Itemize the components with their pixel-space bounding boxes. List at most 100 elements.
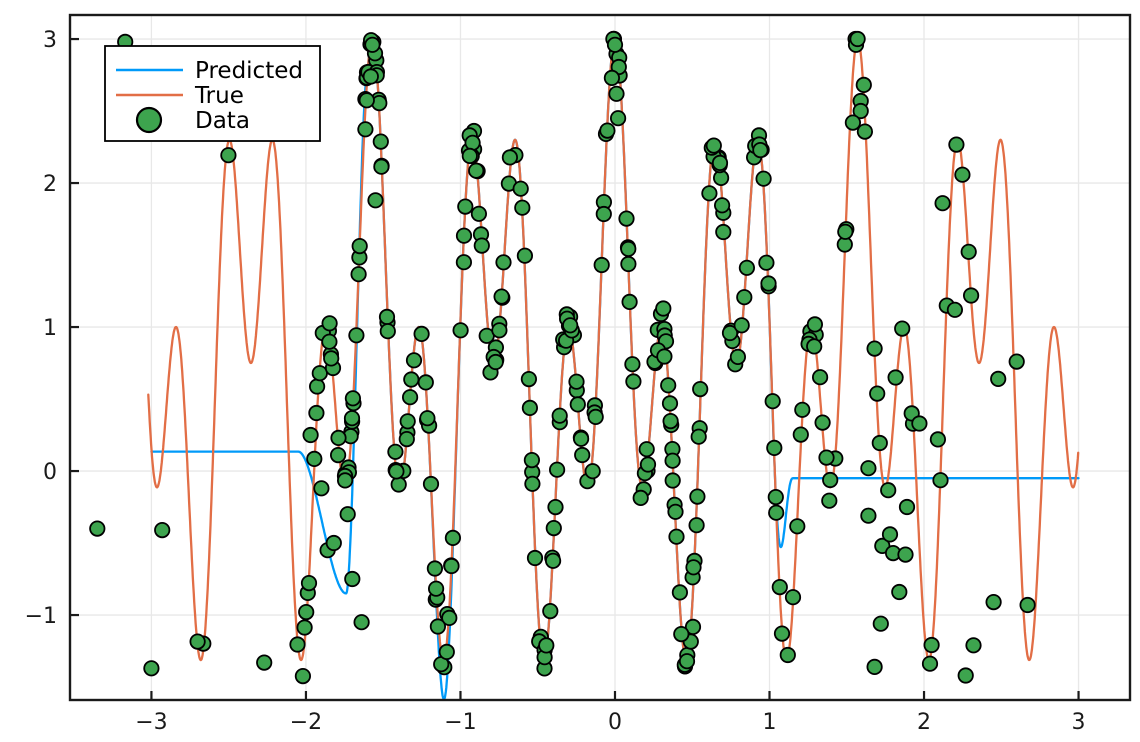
data-point xyxy=(690,428,707,445)
data-point xyxy=(189,633,206,650)
data-point xyxy=(1008,353,1025,370)
data-point xyxy=(455,254,472,271)
data-point xyxy=(514,199,531,216)
data-point xyxy=(624,356,641,373)
data-point xyxy=(660,377,677,394)
data-point xyxy=(656,348,673,365)
data-point xyxy=(789,518,806,535)
data-point xyxy=(387,443,404,460)
data-point xyxy=(441,609,458,627)
data-point xyxy=(689,488,706,505)
data-point xyxy=(821,492,838,509)
data-point xyxy=(668,528,685,545)
data-point xyxy=(887,369,904,386)
data-point xyxy=(764,393,781,410)
data-point xyxy=(792,426,809,443)
data-point xyxy=(501,149,518,166)
data-point xyxy=(289,636,306,653)
data-point xyxy=(438,643,455,661)
data-point xyxy=(593,256,610,274)
y-tick-label: 3 xyxy=(43,28,57,53)
data-point xyxy=(357,121,374,138)
data-point xyxy=(524,475,541,492)
data-point xyxy=(599,122,616,139)
data-point xyxy=(461,147,478,164)
data-point xyxy=(405,352,423,369)
data-point xyxy=(811,369,829,386)
legend-marker-sample xyxy=(135,106,163,134)
data-point xyxy=(373,158,390,175)
data-point xyxy=(860,507,877,524)
x-tick-label: 2 xyxy=(917,710,931,735)
data-point xyxy=(444,529,461,547)
data-point xyxy=(872,615,889,632)
data-point xyxy=(729,348,747,365)
data-point xyxy=(330,429,347,446)
data-point xyxy=(473,237,490,254)
data-point xyxy=(844,114,862,131)
data-point xyxy=(362,68,379,85)
data-point xyxy=(364,36,381,53)
data-point xyxy=(852,102,869,120)
data-point xyxy=(426,560,443,577)
data-point xyxy=(344,390,361,407)
data-point xyxy=(608,85,625,102)
data-point xyxy=(664,472,681,489)
data-point xyxy=(542,602,559,620)
data-point xyxy=(752,142,769,159)
data-point xyxy=(736,289,753,306)
data-point xyxy=(715,223,732,241)
data-point xyxy=(443,557,460,575)
data-point xyxy=(894,320,911,337)
data-point xyxy=(871,434,888,452)
data-point xyxy=(673,625,690,643)
data-point xyxy=(521,399,539,416)
data-point xyxy=(308,378,326,395)
data-point xyxy=(632,489,649,506)
data-point xyxy=(321,315,338,332)
data-point xyxy=(379,323,396,340)
data-point xyxy=(711,154,729,171)
data-point xyxy=(372,133,389,150)
data-point xyxy=(220,147,237,164)
data-point xyxy=(491,322,508,339)
x-tick-label: 0 xyxy=(608,710,622,735)
data-point xyxy=(399,413,416,430)
data-point xyxy=(897,546,914,563)
data-point xyxy=(767,488,784,506)
data-point xyxy=(755,170,772,187)
data-point xyxy=(308,404,325,422)
legend-label: Predicted xyxy=(195,58,303,84)
data-point xyxy=(609,110,627,127)
data-point xyxy=(452,322,469,339)
data-point xyxy=(520,370,538,388)
data-point xyxy=(934,195,951,212)
data-point xyxy=(367,192,384,209)
data-point xyxy=(678,653,696,670)
data-point xyxy=(350,266,367,283)
data-point xyxy=(639,456,657,473)
x-tick-label: −3 xyxy=(135,710,167,735)
data-point xyxy=(390,476,407,493)
data-point xyxy=(298,603,315,621)
data-point xyxy=(806,338,823,355)
data-point xyxy=(574,446,591,464)
data-point xyxy=(985,593,1002,611)
data-point xyxy=(911,415,928,432)
data-point xyxy=(388,463,405,480)
data-point xyxy=(962,287,980,304)
legend-label: True xyxy=(194,83,244,109)
data-point xyxy=(302,426,319,444)
data-point xyxy=(526,549,544,567)
data-points xyxy=(89,30,1036,685)
y-tick-label: 0 xyxy=(43,460,57,485)
data-point xyxy=(620,240,637,257)
data-point xyxy=(353,614,370,631)
data-point xyxy=(351,238,368,255)
data-point xyxy=(721,324,739,342)
data-point xyxy=(990,370,1007,387)
data-point xyxy=(957,667,974,684)
data-point xyxy=(866,658,883,676)
data-point xyxy=(321,333,338,350)
